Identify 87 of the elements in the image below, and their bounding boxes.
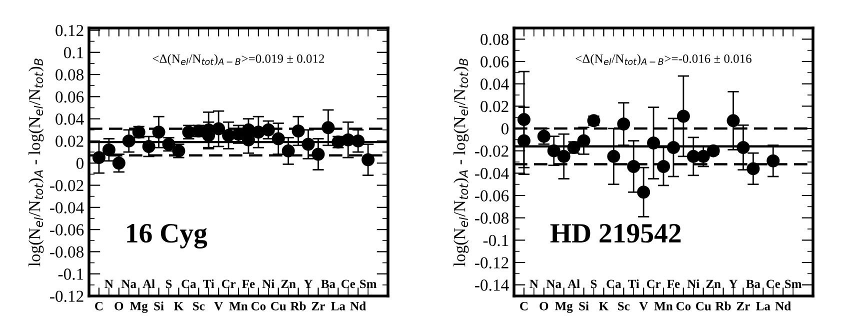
x-tick-label: N xyxy=(104,280,114,288)
x-tick-label: Ce xyxy=(766,280,780,288)
x-tick-label: K xyxy=(174,302,184,310)
y-tick-label: -0.04 xyxy=(50,202,84,214)
y-tick-label: 0.06 xyxy=(480,56,509,68)
y-tick-label: 0.06 xyxy=(56,91,84,103)
x-tick-label: C xyxy=(520,302,528,310)
x-tick-label: Co xyxy=(676,302,691,310)
x-tick-label: Si xyxy=(154,302,164,310)
x-tick-label: K xyxy=(599,302,608,310)
y-tick-label: 0.08 xyxy=(480,34,509,46)
y-tick-label: -0.1 xyxy=(483,234,508,246)
x-tick-label: Nd xyxy=(775,302,791,310)
y-tick-label: -0.12 xyxy=(475,257,508,269)
x-tick-label: Ni xyxy=(687,279,700,288)
x-tick-label: La xyxy=(331,302,346,310)
x-tick-label: Si xyxy=(579,302,589,310)
x-tick-label: Zr xyxy=(312,302,325,310)
x-tick-label: Sc xyxy=(193,302,205,310)
x-tick-label: Mg xyxy=(130,302,148,313)
y-tick-label: -0.12 xyxy=(50,290,84,302)
x-tick-label: Y xyxy=(728,280,738,288)
y-tick-label: 0.04 xyxy=(480,78,509,90)
x-tick-label: Al xyxy=(568,279,580,288)
x-tick-label: Mn xyxy=(654,302,673,310)
x-tick-label: Zr xyxy=(736,302,750,310)
x-tick-label: Sm xyxy=(360,280,377,288)
x-tick-label: S xyxy=(166,280,172,288)
x-tick-label: Cr xyxy=(646,280,661,288)
x-tick-label: Ti xyxy=(203,279,214,288)
x-tick-label: Cu xyxy=(270,302,286,310)
x-tick-label: C xyxy=(95,302,103,310)
x-tick-label: Ca xyxy=(606,280,622,288)
y-tick-label: -0.14 xyxy=(475,280,509,291)
text: log(N$_{el}$/N$_{tot}$)$_{A}$ - log(N$_{el}$/N$_{tot}$)$_{B}$ xyxy=(454,58,469,266)
x-tick-label: Y xyxy=(304,280,313,288)
x-tick-label: S xyxy=(590,280,597,288)
x-tick-label: O xyxy=(114,302,124,310)
x-tick-label: Ni xyxy=(262,279,274,288)
y-tick-label: -0.1 xyxy=(58,268,84,280)
y-tick-label: 0.02 xyxy=(56,136,84,147)
x-tick-label: Co xyxy=(251,302,266,310)
x-tick-label: Ba xyxy=(321,280,336,288)
text: log(N$_{el}$/N$_{tot}$)$_{A}$ - log(N$_{el}$/N$_{tot}$)$_{B}$ xyxy=(28,58,44,266)
x-tick-label: Ti xyxy=(628,279,640,288)
x-tick-label: Ba xyxy=(746,280,760,288)
x-tick-label: Zn xyxy=(281,280,296,288)
x-tick-label: Al xyxy=(142,279,155,288)
x-tick-label: Ce xyxy=(341,280,356,288)
y-tick-label: 0 xyxy=(501,123,509,134)
x-tick-label: V xyxy=(214,302,223,310)
x-tick-label: Sc xyxy=(618,302,630,310)
x-tick-label: Cu xyxy=(696,302,712,310)
y-tick-label: -0.08 xyxy=(475,212,509,224)
y-tick-label: -0.02 xyxy=(475,146,508,157)
x-tick-label: La xyxy=(756,302,770,310)
x-tick-label: Sm xyxy=(785,280,802,288)
x-tick-label: Fe xyxy=(242,280,255,288)
y-tick-label: 0.12 xyxy=(56,24,84,36)
y-tick-label: -0.04 xyxy=(475,168,509,180)
x-tick-label: Na xyxy=(121,280,136,288)
y-tick-label: -0.06 xyxy=(475,190,509,202)
y-tick-label: 0.02 xyxy=(480,100,508,112)
x-tick-label: Nd xyxy=(350,302,366,310)
x-tick-label: Mn xyxy=(229,302,248,310)
x-tick-label: V xyxy=(639,302,648,310)
x-tick-label: N xyxy=(530,280,538,288)
annotation: <Δ(N$_{el}$/N$_{tot}$)$_{A−B}$>=0.019 ± 0.012 xyxy=(152,54,324,66)
annotation: HD 219542 xyxy=(550,224,681,243)
y-tick-label: 0.08 xyxy=(56,69,84,81)
y-tick-label: 0 xyxy=(76,158,84,170)
x-tick-label: Ca xyxy=(182,280,196,288)
x-tick-label: Rb xyxy=(290,302,306,310)
x-tick-label: Na xyxy=(546,280,562,288)
y-tick-label: 0.04 xyxy=(56,114,84,125)
y-tick-label: -0.06 xyxy=(50,224,84,236)
x-tick-label: Mg xyxy=(555,302,573,313)
annotation: 16 Cyg xyxy=(127,224,208,249)
y-tick-label: -0.08 xyxy=(50,246,84,258)
x-tick-label: Rb xyxy=(716,302,731,310)
y-tick-label: -0.02 xyxy=(50,180,84,192)
x-tick-label: O xyxy=(540,302,548,310)
x-tick-label: Cr xyxy=(222,280,236,288)
x-tick-label: Fe xyxy=(667,280,680,288)
y-tick-label: 0.1 xyxy=(64,47,84,58)
annotation: <Δ(N$_{el}$/N$_{tot}$)$_{A−B}$>=-0.016 ± 0.016 xyxy=(576,54,752,66)
x-tick-label: Zn xyxy=(706,280,721,288)
